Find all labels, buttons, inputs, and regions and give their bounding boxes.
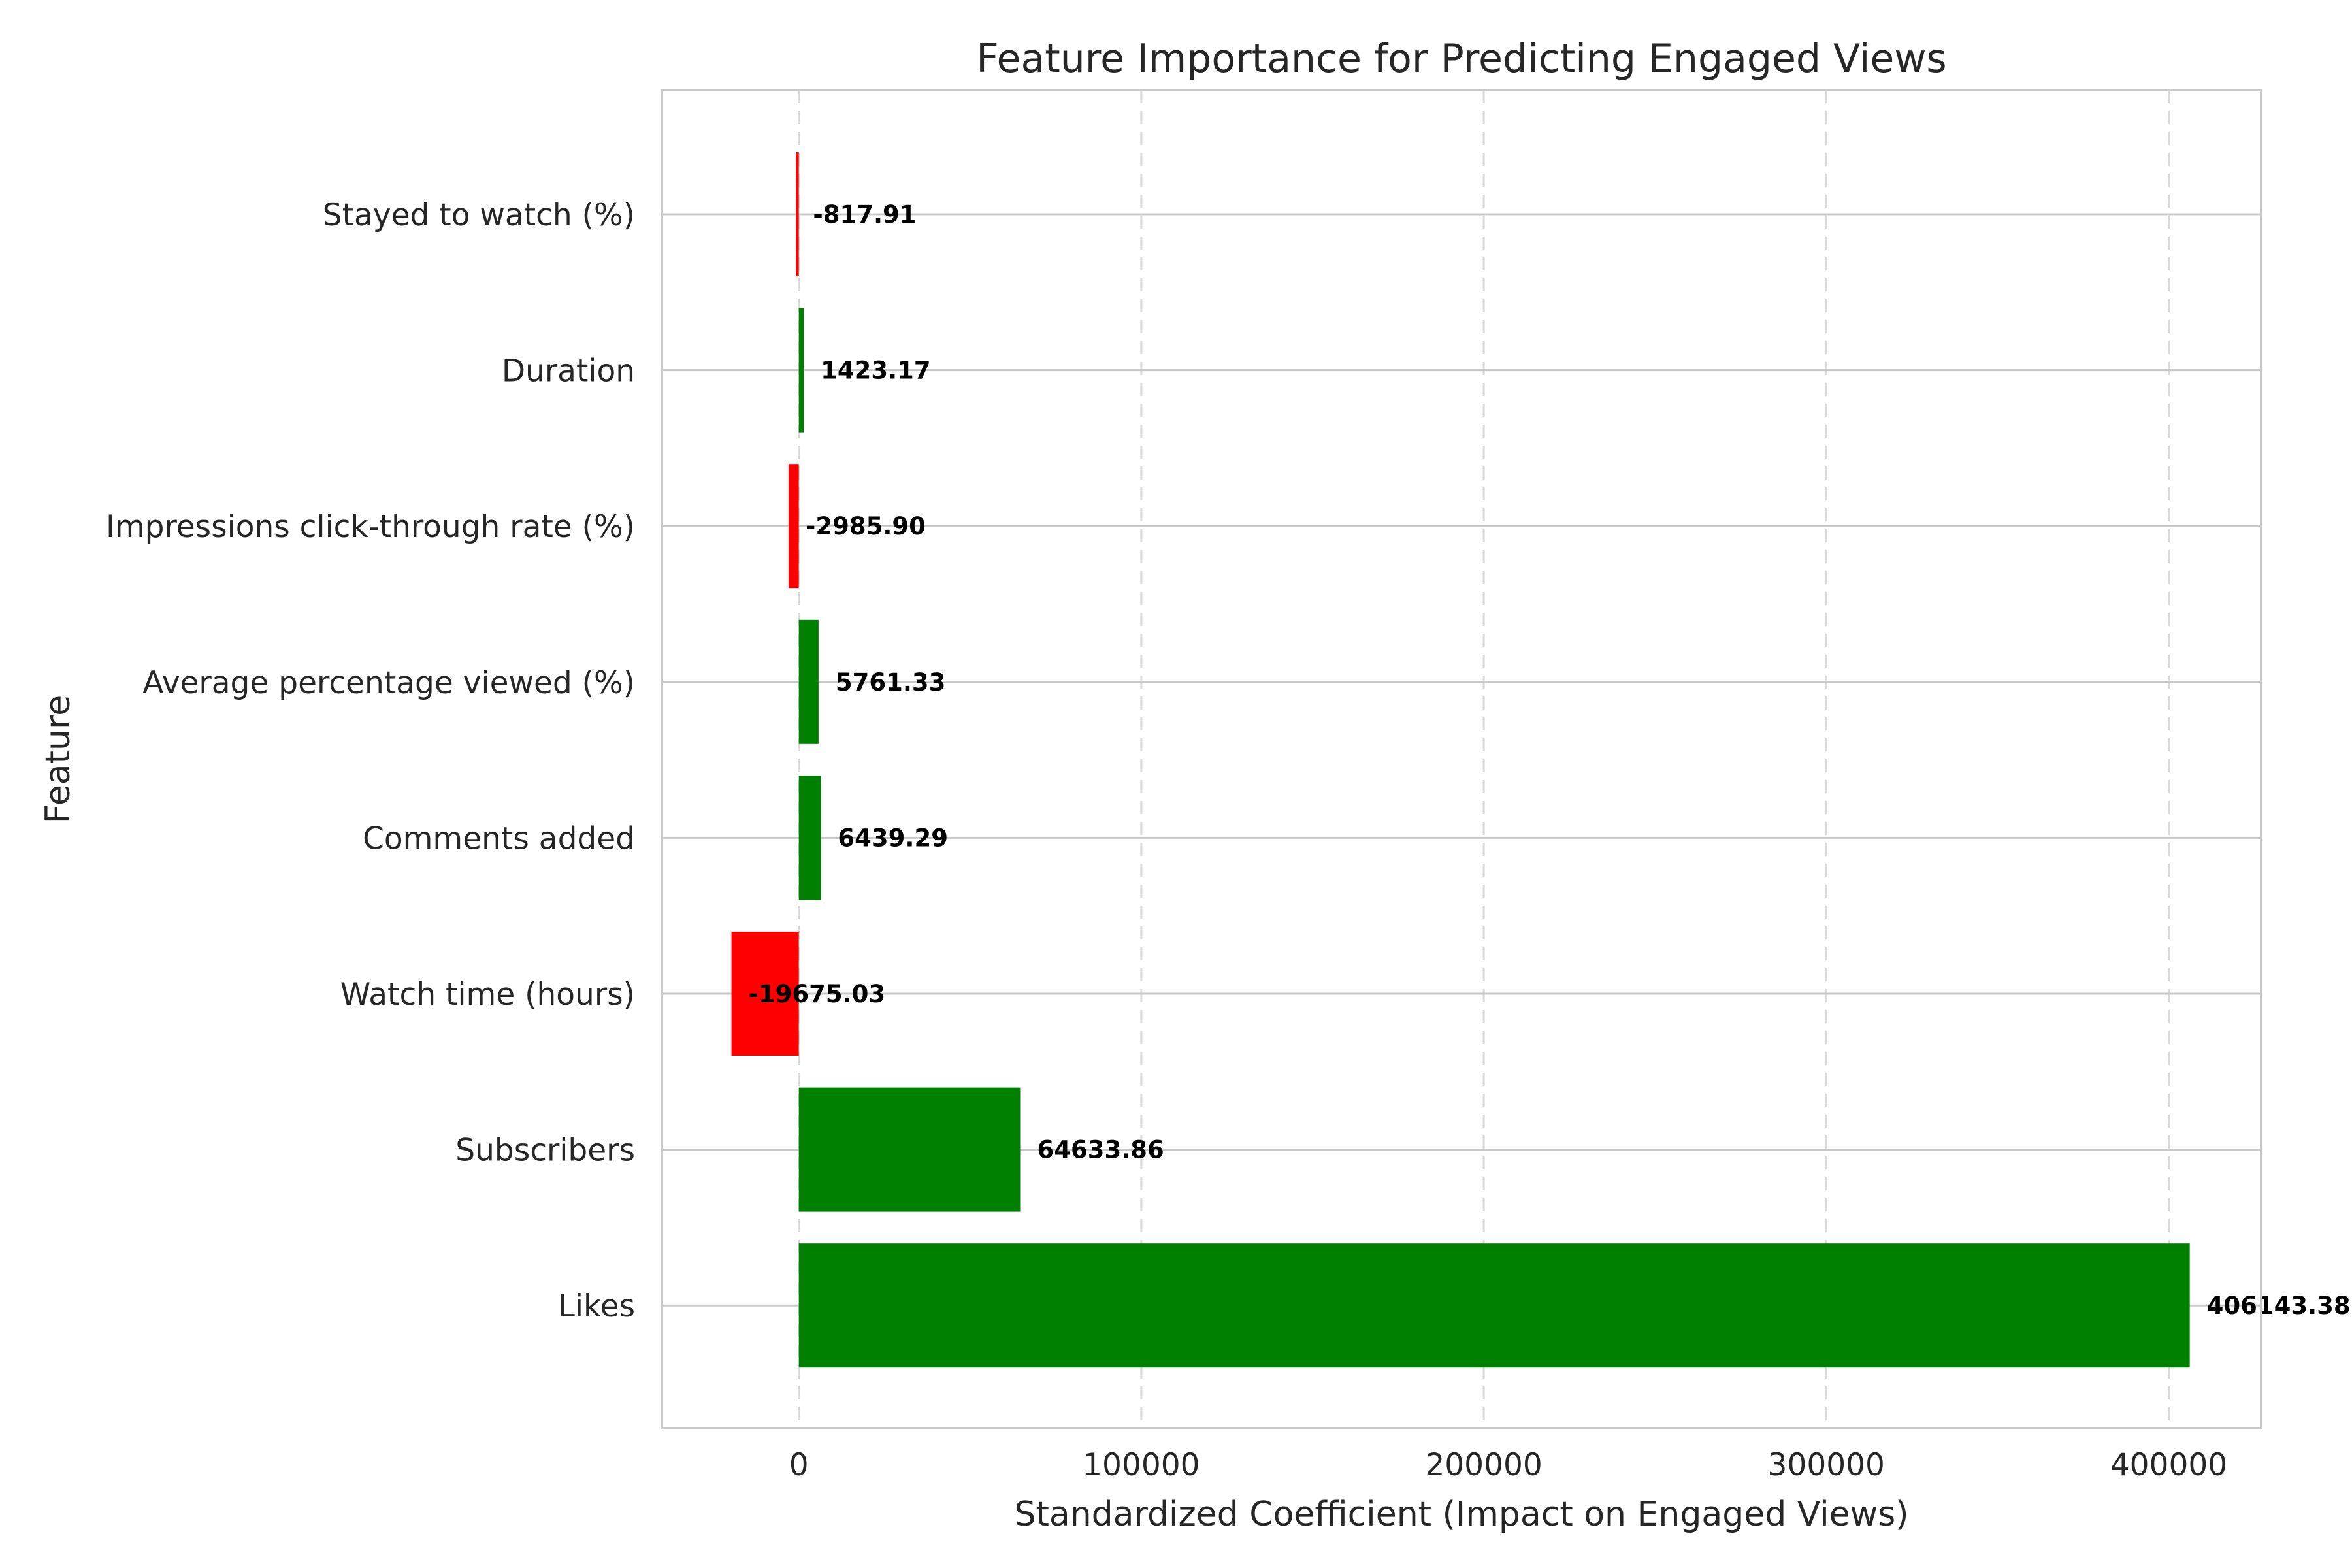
y-tick-label: Stayed to watch (%) xyxy=(323,197,635,233)
x-tick-label: 400000 xyxy=(2110,1447,2227,1483)
plot-frame xyxy=(661,89,2262,1429)
y-tick-label: Impressions click-through rate (%) xyxy=(106,509,635,545)
value-label: 64633.86 xyxy=(1037,1136,1164,1164)
bar xyxy=(731,932,799,1056)
x-tick-label: 0 xyxy=(789,1447,809,1483)
y-axis-label: Feature xyxy=(39,695,78,824)
y-tick-label: Subscribers xyxy=(455,1133,635,1169)
y-tick-label: Duration xyxy=(502,353,635,389)
value-label: 406143.38 xyxy=(2207,1292,2351,1320)
x-tick-label: 200000 xyxy=(1425,1447,1542,1483)
bar xyxy=(796,152,799,276)
bar xyxy=(798,308,804,433)
chart-title: Feature Importance for Predicting Engage… xyxy=(976,36,1946,82)
y-tick-label: Average percentage viewed (%) xyxy=(142,665,635,701)
bar xyxy=(798,1243,2190,1368)
value-label: 5761.33 xyxy=(836,668,946,696)
bar xyxy=(798,619,819,744)
y-tick-labels: Stayed to watch (%) Duration Impressions c… xyxy=(106,197,635,1324)
bar xyxy=(798,776,821,900)
y-tick-label: Likes xyxy=(558,1288,635,1324)
value-label: -817.91 xyxy=(813,201,916,229)
value-label: 6439.29 xyxy=(838,824,948,852)
x-tick-label: 100000 xyxy=(1083,1447,1200,1483)
y-tick-label: Comments added xyxy=(363,821,635,857)
bar xyxy=(798,1087,1021,1212)
value-label: -19675.03 xyxy=(749,980,886,1008)
bar xyxy=(789,464,799,589)
x-axis-label: Standardized Coefficient (Impact on Enga… xyxy=(1014,1495,1908,1534)
value-label: 1423.17 xyxy=(821,357,931,385)
grid xyxy=(662,90,2261,1428)
value-labels: -817.91 1423.17 -2985.90 5761.33 6439.29 -196… xyxy=(749,201,2351,1320)
value-label: -2985.90 xyxy=(806,512,926,540)
y-tick-label: Watch time (hours) xyxy=(340,977,635,1013)
bars xyxy=(731,152,2190,1368)
x-tick-labels: 0 100000 200000 300000 400000 xyxy=(789,1447,2227,1483)
x-tick-label: 300000 xyxy=(1768,1447,1885,1483)
